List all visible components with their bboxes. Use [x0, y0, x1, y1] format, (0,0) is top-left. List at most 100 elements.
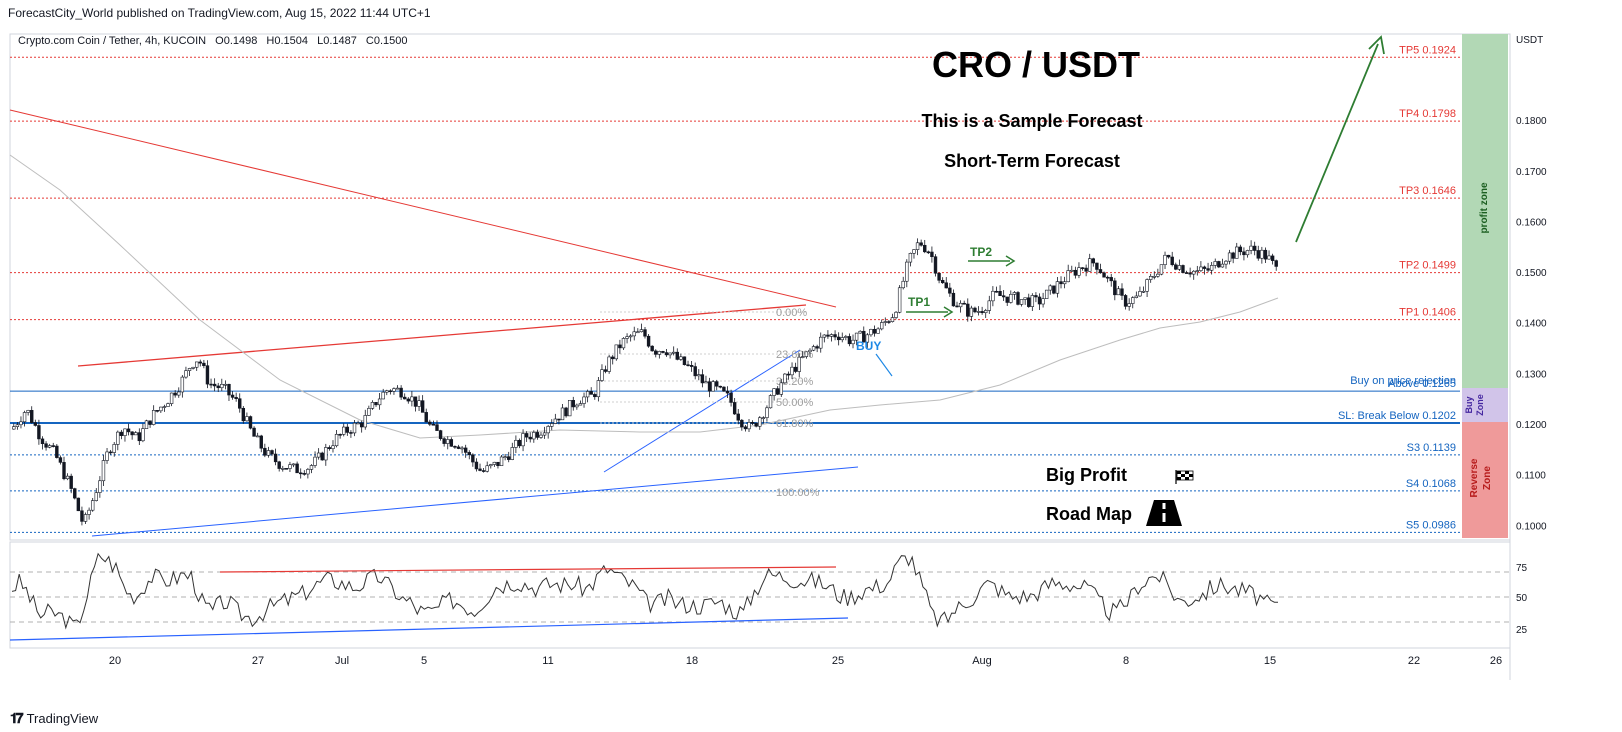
candle-body — [1009, 293, 1013, 303]
candle-body — [793, 366, 798, 372]
candle-body — [446, 439, 450, 444]
reverse-zone — [1462, 422, 1508, 538]
candle-body — [905, 261, 909, 282]
profit-zone-label: profit zone — [1479, 182, 1490, 234]
candle-body — [930, 251, 934, 258]
candle-body — [73, 488, 77, 499]
level-label-1: TP4 0.1798 — [1399, 108, 1456, 120]
candle-body — [1213, 261, 1217, 266]
candle-body — [822, 334, 827, 338]
candle-body — [811, 346, 816, 351]
fib-500: 50.00% — [776, 397, 814, 409]
candle-body — [991, 290, 995, 302]
candle-body — [266, 450, 271, 456]
rsi-pane — [9, 541, 1511, 649]
candle-body — [919, 242, 923, 246]
candle-body — [600, 369, 604, 381]
reverse-zone-label-2: Zone — [1482, 466, 1493, 490]
rsi-tick-25: 25 — [1516, 625, 1528, 636]
time-tick-0: 20 — [109, 655, 121, 667]
candle-body — [1195, 270, 1200, 272]
candle-body — [607, 356, 611, 372]
candle-body — [356, 422, 360, 425]
candle-body — [628, 335, 633, 338]
time-axis[interactable]: 20 27 Jul 5 11 18 25 Aug 8 15 22 26 — [109, 655, 1502, 667]
candle-body — [1116, 288, 1121, 296]
candle-body — [273, 453, 278, 463]
candle-body — [1080, 267, 1085, 269]
candle-body — [754, 422, 758, 427]
blue-support-line — [91, 466, 859, 537]
candle-body — [1177, 265, 1182, 270]
candle-body — [198, 361, 202, 364]
candle-body — [191, 366, 195, 369]
candle-body — [177, 391, 181, 396]
candle-body — [58, 457, 63, 463]
candle-body — [148, 420, 152, 425]
candle-body — [453, 446, 457, 448]
candle-body — [395, 387, 400, 390]
fib-1000: 100.00% — [776, 487, 820, 499]
candle-body — [449, 439, 454, 447]
price-tick-6: 0.1600 — [1516, 217, 1547, 228]
candle-body — [299, 472, 303, 475]
short-term-text: Short-Term Forecast — [944, 151, 1120, 171]
rsi-line — [11, 552, 1278, 630]
candle-body — [141, 428, 145, 442]
candle-body — [517, 439, 522, 447]
candle-body — [890, 317, 895, 322]
price-tick-0: 0.1000 — [1516, 521, 1547, 532]
candle-body — [542, 432, 547, 436]
candle-body — [1134, 295, 1139, 298]
tp1-arrow-head — [943, 306, 954, 318]
candle-body — [205, 365, 210, 385]
candle-body — [700, 374, 705, 384]
candle-body — [987, 300, 991, 311]
candle-body — [1260, 249, 1264, 259]
candle-body — [65, 475, 70, 480]
candle-body — [750, 422, 755, 424]
candle-body — [1070, 269, 1074, 272]
candle-body — [657, 351, 662, 355]
candle-body — [130, 431, 134, 436]
candle-body — [718, 385, 723, 388]
candle-body — [26, 410, 30, 413]
candle-body — [324, 447, 328, 461]
candle-body — [1048, 285, 1052, 291]
rsi-tick-50: 50 — [1516, 593, 1528, 604]
candle-body — [625, 336, 629, 339]
price-axis[interactable]: 0.1000 0.1100 0.1200 0.1300 0.1400 0.1500 0.16… — [1516, 116, 1547, 532]
candle-body — [428, 421, 432, 425]
candlesticks[interactable] — [12, 238, 1278, 526]
candle-body — [1156, 273, 1160, 277]
candle-body — [507, 456, 511, 460]
symbol-legend[interactable]: Crypto.com Coin / Tether, 4h, KUCOIN O0.… — [18, 35, 408, 47]
candle-body — [862, 330, 866, 343]
candle-body — [370, 402, 375, 409]
rsi-red-divergence — [219, 566, 837, 573]
candle-body — [277, 461, 281, 469]
candle-body — [697, 374, 701, 377]
tradingview-logo[interactable]: 𝟏𝟕 TradingView — [10, 710, 98, 727]
candle-body — [951, 292, 956, 307]
candle-body — [966, 303, 970, 317]
candle-body — [560, 407, 565, 421]
candle-body — [969, 307, 974, 317]
candle-body — [492, 461, 497, 465]
publish-header: ForecastCity_World published on TradingV… — [8, 6, 431, 20]
candle-body — [948, 287, 952, 294]
candle-body — [1249, 245, 1253, 251]
price-tick-3: 0.1300 — [1516, 369, 1547, 380]
candle-body — [1109, 277, 1113, 282]
candle-body — [973, 307, 977, 313]
candle-body — [740, 419, 744, 428]
candle-body — [417, 400, 421, 407]
buy-label: BUY — [856, 339, 881, 353]
candle-body — [1098, 269, 1103, 274]
price-tick-8: 0.1800 — [1516, 116, 1547, 127]
candle-body — [693, 366, 697, 377]
candle-body — [69, 475, 73, 489]
candle-body — [40, 438, 45, 445]
candle-body — [406, 398, 410, 402]
